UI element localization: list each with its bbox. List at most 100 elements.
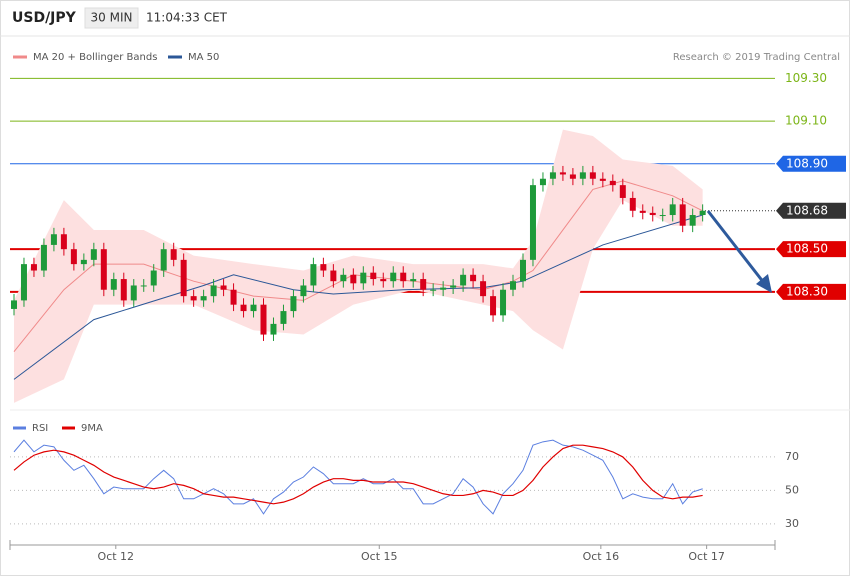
candle-body (340, 274, 347, 282)
candle-body (380, 279, 387, 282)
candle-body (180, 259, 187, 297)
candle-body (629, 197, 636, 211)
legend-label: RSI (32, 423, 48, 434)
candle-body (699, 210, 706, 216)
level-label-box (776, 283, 846, 300)
forecast-arrowhead (756, 274, 772, 293)
level-label: 109.30 (785, 71, 827, 85)
candle-body (559, 172, 566, 175)
candle-body (300, 285, 307, 297)
candle-body (390, 272, 397, 282)
candle-body (120, 279, 127, 301)
candle-body (320, 264, 327, 271)
candle-body (370, 272, 377, 280)
candle-body (609, 180, 616, 186)
candle-body (90, 249, 97, 260)
candle-body (350, 274, 357, 284)
candle-body (130, 285, 137, 301)
candle-body (200, 296, 207, 301)
candle-body (140, 285, 147, 287)
level-label: 109.10 (785, 114, 827, 128)
interval: 30 MIN (91, 11, 133, 25)
level-label: 108.30 (786, 284, 828, 298)
candle-body (510, 281, 517, 290)
candle-body (689, 215, 696, 226)
candle-body (589, 172, 596, 179)
candle-body (40, 244, 47, 271)
candle-body (549, 172, 556, 179)
bollinger-band (13, 129, 703, 403)
candle-body (80, 259, 87, 265)
candle-body (420, 279, 427, 290)
ma-line (13, 214, 703, 380)
level-label-box (776, 155, 846, 172)
level-label: 108.68 (786, 203, 828, 217)
level-label-box (776, 202, 846, 219)
level-label: 108.50 (786, 242, 828, 256)
candle-body (440, 287, 447, 290)
candle-body (669, 204, 676, 216)
candle-body (160, 249, 167, 271)
candle-body (639, 210, 646, 213)
candle-body (210, 285, 217, 297)
legend-label: 9MA (81, 423, 103, 434)
candle-body (539, 178, 546, 186)
level-label: 108.90 (786, 156, 828, 170)
candle-body (649, 212, 656, 216)
x-tick-label: Oct 17 (688, 550, 725, 563)
candle-body (150, 270, 157, 286)
candle-body (599, 178, 606, 181)
candle-body (460, 274, 467, 286)
candle-body (659, 215, 666, 217)
candle-body (569, 174, 576, 179)
candle-body (190, 296, 197, 301)
candle-body (470, 274, 477, 282)
candle-body (230, 289, 237, 305)
rsi-line (13, 444, 703, 505)
candle-body (260, 304, 267, 335)
candle-body (240, 304, 247, 312)
candle-body (450, 285, 457, 288)
candle-body (70, 249, 77, 265)
candle-body (490, 296, 497, 316)
candle-body (250, 304, 257, 312)
candle-body (60, 234, 67, 250)
candle-body (170, 249, 177, 260)
symbol: USD/JPY (12, 10, 77, 26)
legend-label: MA 50 (188, 52, 219, 63)
x-tick-label: Oct 15 (361, 550, 398, 563)
forecast-arrow (706, 210, 766, 284)
candle-body (430, 289, 437, 291)
candle-body (110, 279, 117, 290)
candle-body (50, 234, 57, 245)
y-tick-label: 50 (785, 483, 799, 496)
x-tick-label: Oct 12 (98, 550, 135, 563)
candle-body (270, 323, 277, 335)
rsi-line (13, 439, 703, 515)
y-tick-label: 30 (785, 517, 799, 530)
candle-body (30, 264, 37, 271)
candle-body (579, 172, 586, 179)
candle-body (480, 281, 487, 297)
candle-body (400, 272, 407, 282)
candle-body (330, 270, 337, 282)
candle-body (280, 311, 287, 324)
candle-body (100, 249, 107, 290)
candle-body (20, 264, 27, 301)
interval-box (84, 7, 139, 29)
level-label-box (776, 241, 846, 258)
candle-body (619, 185, 626, 198)
candle-body (10, 300, 17, 309)
candle-body (529, 185, 536, 260)
y-tick-label: 70 (785, 450, 799, 463)
candle-body (310, 264, 317, 286)
candle-body (519, 259, 526, 282)
candle-body (679, 204, 686, 226)
time: 11:04:33 CET (146, 11, 228, 25)
candle-body (360, 272, 367, 284)
candle-body (500, 289, 507, 316)
x-tick-label: Oct 16 (583, 550, 620, 563)
credit: Research © 2019 Trading Central (673, 52, 840, 63)
